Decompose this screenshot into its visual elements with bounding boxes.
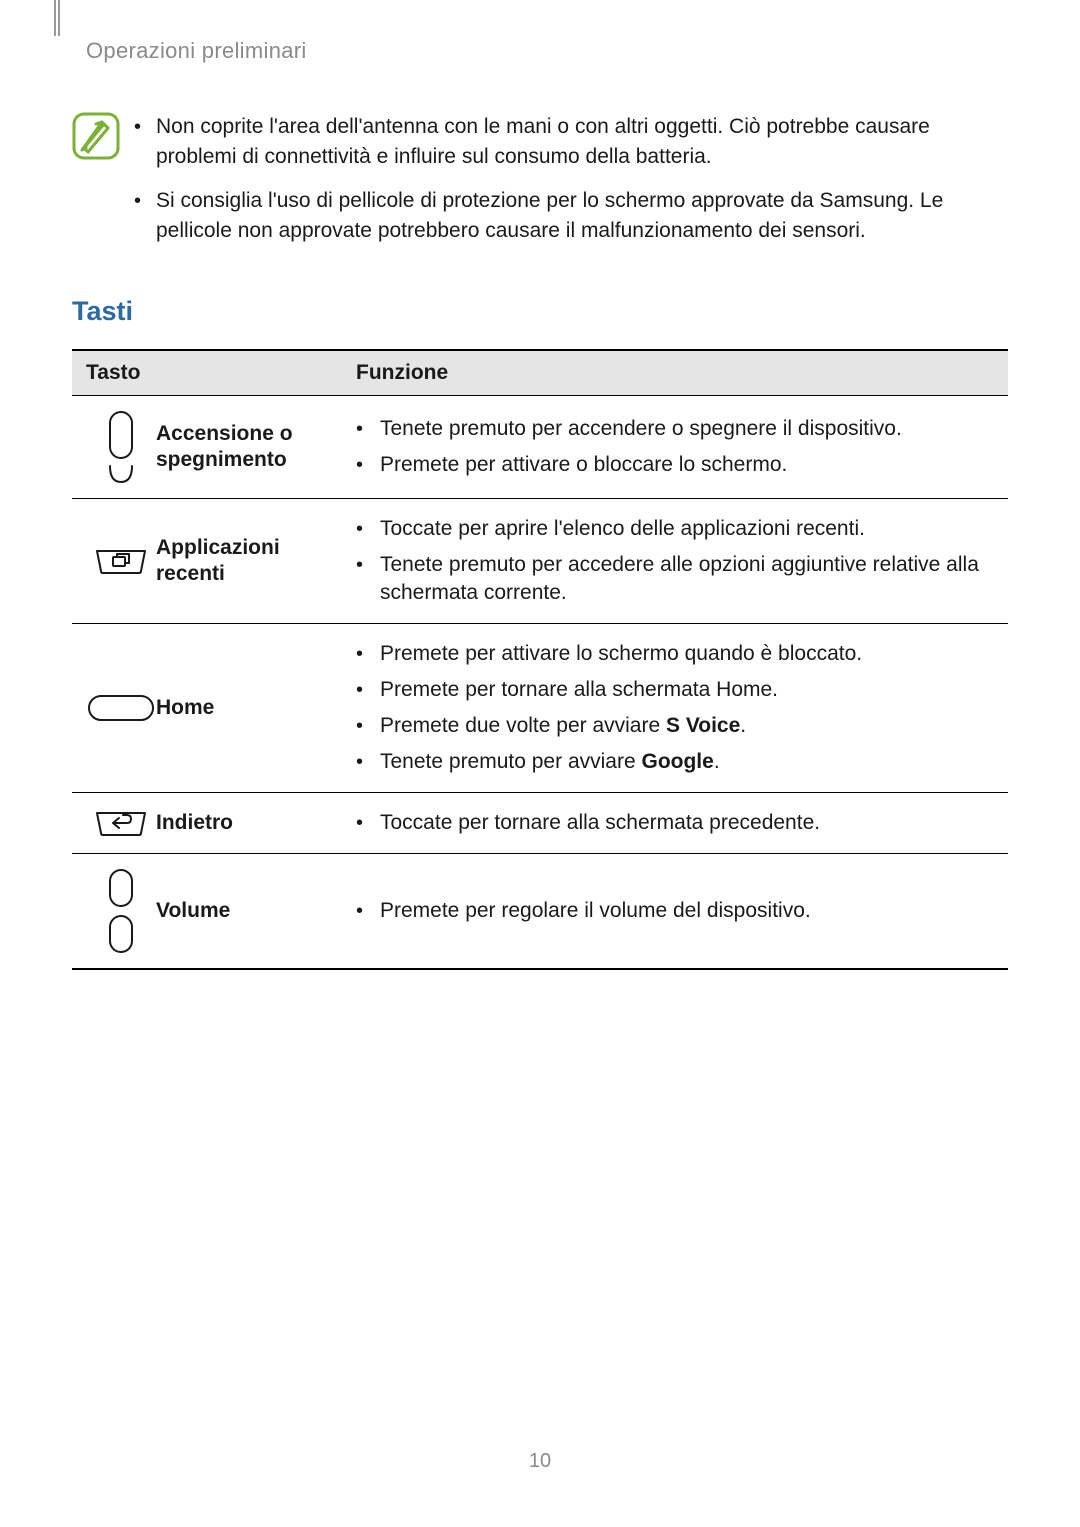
function-item: •Premete per tornare alla schermata Home… xyxy=(356,672,994,708)
function-text: Premete per attivare lo schermo quando è… xyxy=(380,640,862,668)
function-text: Premete per regolare il volume del dispo… xyxy=(380,897,811,925)
keys-table: Tasto Funzione Accensione o spegnimento •… xyxy=(72,349,1008,970)
table-header-funzione: Funzione xyxy=(342,350,1008,396)
bullet-icon: • xyxy=(356,897,380,925)
function-item: •Premete due volte per avviare S Voice. xyxy=(356,708,994,744)
recent-key-icon xyxy=(86,545,156,577)
note-item: •Si consiglia l'uso di pellicole di prot… xyxy=(132,186,1008,246)
keys-tbody: Accensione o spegnimento•Tenete premuto … xyxy=(72,396,1008,970)
key-label: Indietro xyxy=(156,810,233,836)
section-title: Tasti xyxy=(72,296,1008,327)
bullet-icon: • xyxy=(356,640,380,668)
function-item: •Premete per regolare il volume del disp… xyxy=(356,893,994,929)
function-item: •Toccate per tornare alla schermata prec… xyxy=(356,805,994,841)
bullet-icon: • xyxy=(132,186,156,216)
key-label: Home xyxy=(156,695,214,721)
function-text: Premete per attivare o bloccare lo scher… xyxy=(380,451,787,479)
page-number: 10 xyxy=(0,1450,1080,1473)
bullet-icon: • xyxy=(132,112,156,142)
note-text: Si consiglia l'uso di pellicole di prote… xyxy=(156,186,1008,246)
function-item: •Tenete premuto per avviare Google. xyxy=(356,744,994,780)
key-cell: Home xyxy=(72,624,342,793)
note-block: •Non coprite l'area dell'antenna con le … xyxy=(72,112,1008,260)
function-text: Premete per tornare alla schermata Home. xyxy=(380,676,778,704)
key-label: Accensione o spegnimento xyxy=(156,421,328,473)
bullet-icon: • xyxy=(356,712,380,740)
note-list: •Non coprite l'area dell'antenna con le … xyxy=(132,112,1008,260)
volume-key-icon xyxy=(86,866,156,956)
bullet-icon: • xyxy=(356,515,380,543)
table-row: Volume •Premete per regolare il volume de… xyxy=(72,854,1008,970)
breadcrumb: Operazioni preliminari xyxy=(86,38,1008,64)
function-text: Tenete premuto per avviare Google. xyxy=(380,748,720,776)
key-cell: Applicazioni recenti xyxy=(72,499,342,624)
function-text: Premete due volte per avviare S Voice. xyxy=(380,712,746,740)
function-text: Toccate per tornare alla schermata prece… xyxy=(380,809,820,837)
key-label: Applicazioni recenti xyxy=(156,535,328,587)
function-cell: •Toccate per tornare alla schermata prec… xyxy=(342,793,1008,854)
function-cell: •Toccate per aprire l'elenco delle appli… xyxy=(342,499,1008,624)
function-cell: •Tenete premuto per accendere o spegnere… xyxy=(342,396,1008,499)
key-cell: Indietro xyxy=(72,793,342,854)
back-key-icon xyxy=(86,807,156,839)
function-item: •Tenete premuto per accedere alle opzion… xyxy=(356,547,994,611)
note-item: •Non coprite l'area dell'antenna con le … xyxy=(132,112,1008,172)
page-tab-notch xyxy=(54,0,60,36)
key-cell: Volume xyxy=(72,854,342,970)
table-header-tasto: Tasto xyxy=(72,350,342,396)
power-key-icon xyxy=(86,408,156,486)
key-cell: Accensione o spegnimento xyxy=(72,396,342,499)
table-row: Home•Premete per attivare lo schermo qua… xyxy=(72,624,1008,793)
note-text: Non coprite l'area dell'antenna con le m… xyxy=(156,112,1008,172)
key-label: Volume xyxy=(156,898,230,924)
function-item: •Premete per attivare o bloccare lo sche… xyxy=(356,447,994,483)
function-item: •Tenete premuto per accendere o spegnere… xyxy=(356,411,994,447)
function-text: Tenete premuto per accendere o spegnere … xyxy=(380,415,902,443)
function-cell: •Premete per attivare lo schermo quando … xyxy=(342,624,1008,793)
bullet-icon: • xyxy=(356,809,380,837)
table-row: Indietro •Toccate per tornare alla scherm… xyxy=(72,793,1008,854)
function-item: •Premete per attivare lo schermo quando … xyxy=(356,636,994,672)
bullet-icon: • xyxy=(356,415,380,443)
function-cell: •Premete per regolare il volume del disp… xyxy=(342,854,1008,970)
function-text: Tenete premuto per accedere alle opzioni… xyxy=(380,551,994,607)
bullet-icon: • xyxy=(356,551,380,579)
table-row: Applicazioni recenti •Toccate per aprire … xyxy=(72,499,1008,624)
bullet-icon: • xyxy=(356,451,380,479)
table-row: Accensione o spegnimento •Tenete premuto … xyxy=(72,396,1008,499)
home-key-icon xyxy=(86,693,156,723)
note-icon xyxy=(72,112,120,160)
function-item: •Toccate per aprire l'elenco delle appli… xyxy=(356,511,994,547)
bullet-icon: • xyxy=(356,676,380,704)
bullet-icon: • xyxy=(356,748,380,776)
function-text: Toccate per aprire l'elenco delle applic… xyxy=(380,515,865,543)
